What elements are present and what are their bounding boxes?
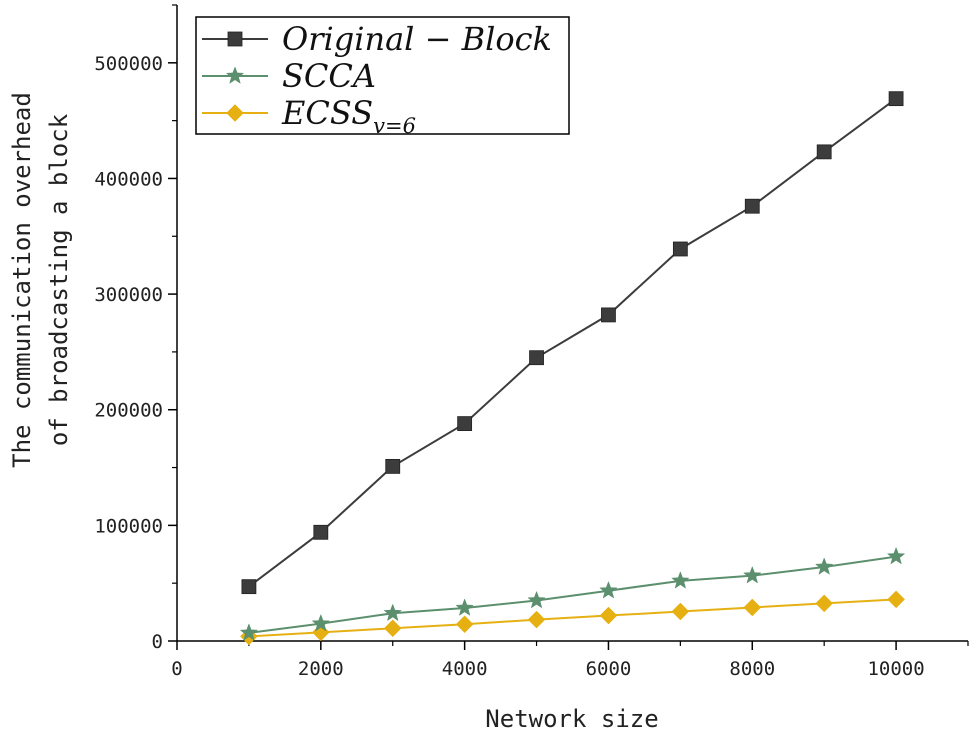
x-tick-label: 8000 (729, 658, 775, 680)
data-point (744, 198, 760, 214)
y-axis-title-line-1: The communication overhead (8, 92, 36, 468)
x-tick-label: 0 (171, 658, 182, 680)
data-point (887, 590, 905, 609)
series-line (248, 97, 897, 588)
ticks: 0 2000 4000 6000 8000 10000010000020000030000… (94, 4, 969, 680)
data-point (816, 144, 832, 160)
series-star (239, 546, 906, 641)
data-point (599, 606, 618, 625)
y-axis-title: The communication overhead of broadcasti… (8, 92, 73, 468)
y-tick-label: 300000 (94, 284, 163, 306)
data-point (814, 557, 834, 575)
x-tick-label: 10000 (867, 658, 924, 680)
series-square (241, 91, 904, 595)
legend-label: SCCA (282, 57, 376, 95)
data-point (527, 610, 546, 629)
y-tick-label: 0 (152, 631, 163, 653)
data-point (743, 598, 762, 617)
x-tick-label: 4000 (442, 658, 488, 680)
x-axis-title: Network size (485, 705, 658, 733)
data-point (672, 241, 688, 257)
data-point (239, 623, 259, 641)
axes (176, 5, 968, 642)
y-tick-label: 400000 (94, 168, 163, 190)
series-diamond (240, 590, 905, 646)
data-point (743, 565, 762, 584)
y-tick-label: 200000 (94, 400, 163, 422)
data-point (383, 619, 402, 638)
legend-item: SCCA (202, 57, 376, 95)
data-point (383, 603, 402, 622)
x-tick-label: 2000 (298, 658, 344, 680)
data-point (527, 590, 546, 609)
data-point (888, 91, 904, 107)
data-point (455, 598, 474, 616)
data-point (671, 571, 690, 589)
legend-marker (225, 66, 245, 84)
legend-marker (226, 104, 244, 122)
data-point (385, 458, 401, 474)
series-layer (239, 91, 906, 646)
x-tick-label: 6000 (586, 658, 632, 680)
data-point (529, 350, 544, 366)
data-point (313, 524, 329, 540)
data-point (455, 615, 474, 634)
y-axis-title-line-2: of broadcasting a block (45, 113, 73, 446)
data-point (311, 613, 331, 632)
series-line (248, 598, 897, 638)
data-point (457, 416, 473, 432)
data-point (241, 579, 257, 595)
data-point (815, 594, 834, 613)
y-tick-label: 100000 (94, 515, 163, 537)
legend-label-subscript: v=6 (373, 114, 416, 138)
data-point (671, 602, 690, 621)
legend-item: Original − Block (202, 20, 552, 58)
data-point (886, 546, 906, 565)
legend-marker (227, 31, 243, 47)
y-tick-label: 500000 (94, 53, 163, 75)
data-point (599, 580, 618, 599)
legend-label: Original − Block (282, 20, 552, 58)
data-point (601, 307, 616, 323)
series-line (248, 555, 897, 634)
